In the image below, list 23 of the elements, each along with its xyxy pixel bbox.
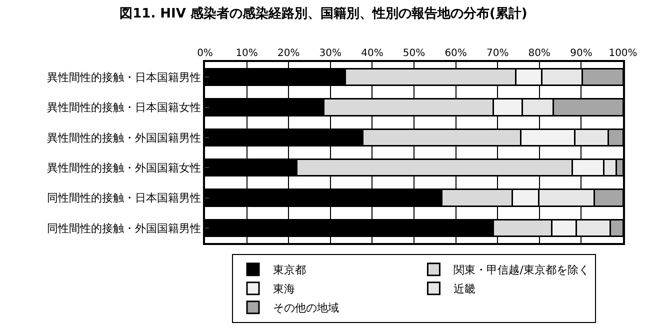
y-tick-label: 異性間性的接触・日本国籍男性 xyxy=(46,70,201,84)
legend-label: その他の地域 xyxy=(273,302,339,315)
legend-label: 東京都 xyxy=(273,264,306,277)
legend-label: 近畿 xyxy=(454,282,476,296)
legend-label: 東海 xyxy=(273,282,295,296)
x-tick-label: 90% xyxy=(570,48,592,59)
y-tick-label: 異性間性的接触・外国国籍男性 xyxy=(46,131,201,144)
x-tick-label: 10% xyxy=(236,48,258,59)
y-tick-label: 異性間性的接触・日本国籍女性 xyxy=(46,101,201,114)
x-tick-label: 40% xyxy=(361,48,384,59)
x-tick-label: 20% xyxy=(277,48,300,59)
x-tick-label: 70% xyxy=(486,48,509,59)
y-tick-label: 異性間性的接触・外国国籍女性 xyxy=(46,161,201,174)
x-tick-label: 80% xyxy=(528,48,551,59)
x-tick-label: 50% xyxy=(402,48,426,59)
chart-title: 図11. HIV 感染者の感染経路別、国籍別、性別の報告地の分布(累計) xyxy=(120,5,528,22)
x-tick-label: 60% xyxy=(444,48,467,59)
x-tick-label: 100% xyxy=(608,48,638,59)
legend-label: 関東・甲信越/東京都を除く xyxy=(454,264,590,277)
y-tick-label: 同性間性的接触・外国国籍男性 xyxy=(46,222,201,235)
x-tick-label: 0% xyxy=(197,48,213,59)
x-tick-label: 30% xyxy=(319,48,342,59)
y-tick-label: 同性間性的接触・日本国籍男性 xyxy=(46,192,201,205)
